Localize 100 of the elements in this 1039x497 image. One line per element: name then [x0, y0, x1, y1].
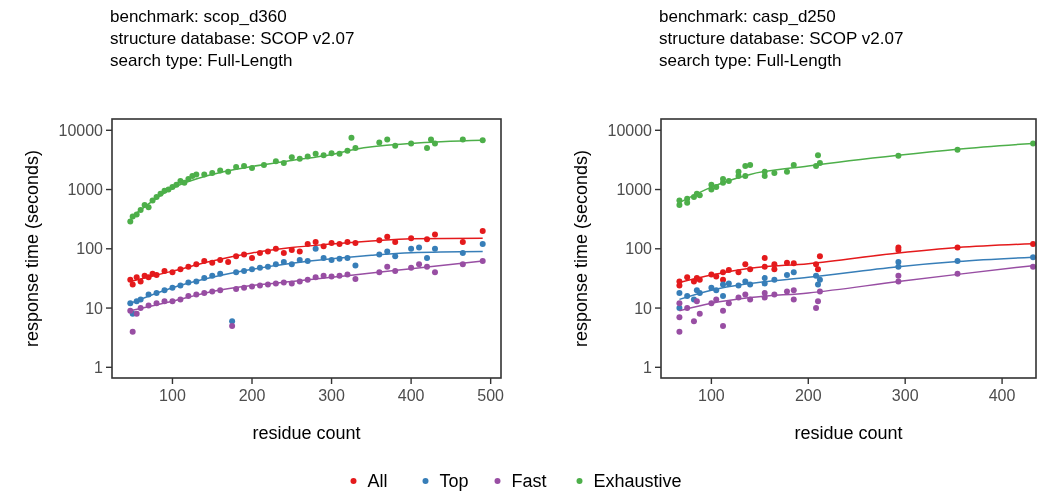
point	[771, 170, 778, 177]
point	[416, 244, 423, 251]
y-tick-label: 1000	[616, 181, 653, 199]
point	[129, 328, 136, 335]
point	[459, 239, 466, 246]
y-tick-label: 1	[94, 358, 104, 376]
point	[720, 292, 727, 299]
point	[392, 253, 399, 260]
legend-label: Top	[439, 471, 469, 491]
point	[424, 145, 431, 152]
point	[813, 305, 820, 312]
point	[288, 247, 295, 254]
point	[720, 322, 727, 329]
x-tick-label: 400	[397, 387, 425, 404]
point	[895, 272, 902, 279]
point	[783, 272, 790, 279]
y-tick-label: 1000	[67, 181, 104, 199]
point	[129, 281, 136, 288]
point	[790, 287, 797, 294]
y-axis-title: response time (seconds)	[22, 149, 42, 348]
y-tick-label: 10000	[58, 121, 104, 139]
point	[790, 296, 797, 303]
point	[790, 269, 797, 276]
point	[133, 274, 140, 281]
point	[742, 162, 749, 169]
point	[713, 296, 720, 303]
x-axis-title: residue count	[794, 423, 903, 443]
point	[761, 254, 768, 261]
point	[720, 276, 727, 283]
point	[742, 291, 749, 298]
point	[249, 254, 256, 261]
x-tick-label: 300	[318, 387, 345, 404]
point	[229, 322, 236, 329]
x-tick-label: 200	[238, 387, 266, 404]
point	[312, 239, 319, 246]
point	[761, 275, 768, 282]
point	[814, 266, 821, 273]
point	[761, 289, 768, 296]
point	[725, 300, 732, 307]
point	[676, 289, 683, 296]
point	[416, 261, 423, 268]
point	[424, 254, 431, 261]
y-tick-label: 10	[634, 299, 653, 317]
point	[814, 152, 821, 159]
point	[384, 233, 391, 240]
point	[193, 171, 200, 178]
point	[392, 239, 399, 246]
point	[225, 258, 232, 265]
point	[280, 249, 287, 256]
x-tick-label: 100	[159, 387, 186, 404]
point	[783, 288, 790, 295]
point	[376, 139, 383, 146]
y-tick-label: 100	[625, 240, 653, 258]
point	[690, 318, 697, 325]
legend-label: Exhaustive	[593, 471, 682, 491]
point	[312, 245, 319, 252]
point	[783, 168, 790, 175]
point	[790, 161, 797, 168]
point	[720, 281, 727, 288]
point	[288, 154, 295, 161]
point	[229, 318, 236, 325]
point	[895, 258, 902, 265]
legend-label: Fast	[511, 471, 547, 491]
point	[747, 161, 754, 168]
point	[384, 263, 391, 270]
point	[431, 269, 438, 276]
y-tick-label: 100	[76, 240, 104, 258]
point	[280, 258, 287, 265]
point	[816, 253, 823, 260]
y-tick-label: 10	[85, 299, 104, 317]
x-tick-label: 500	[477, 387, 505, 404]
point	[127, 218, 134, 225]
point	[348, 134, 355, 141]
point	[408, 245, 415, 252]
point	[352, 275, 359, 282]
x-tick-label: 200	[794, 387, 822, 404]
point	[676, 328, 683, 335]
y-tick-label: 1	[643, 358, 653, 376]
point	[816, 276, 823, 283]
point	[676, 300, 683, 307]
chart-title: benchmark: scop_d360 structure database: SCOP v2.07 search type: Full-Length	[110, 7, 355, 70]
point	[684, 274, 691, 281]
point	[296, 248, 303, 255]
point	[431, 231, 438, 238]
y-tick-label: 10000	[607, 121, 653, 139]
point	[384, 136, 391, 143]
point	[676, 314, 683, 321]
point	[431, 245, 438, 252]
point	[771, 266, 778, 273]
chart-title: benchmark: casp_d250 structure database: SCOP v2.07 search type: Full-Length	[659, 7, 904, 70]
x-tick-label: 100	[698, 387, 725, 404]
point	[814, 298, 821, 305]
point	[735, 168, 742, 175]
legend-label: All	[367, 471, 388, 491]
point	[312, 150, 319, 157]
point	[352, 262, 359, 269]
x-tick-label: 400	[988, 387, 1016, 404]
y-axis-title: response time (seconds)	[571, 149, 591, 348]
point	[479, 241, 486, 248]
point	[725, 280, 732, 287]
